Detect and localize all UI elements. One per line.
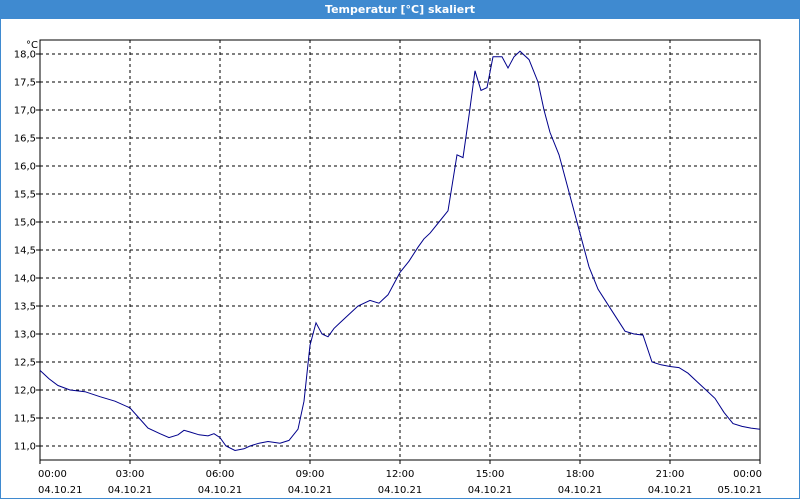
x-tick-date-label: 04.10.21	[468, 485, 513, 496]
grid-lines	[40, 40, 760, 460]
temperature-series-line	[39, 50, 761, 452]
y-tick-label: 18,0	[14, 50, 36, 61]
y-tick-label: 14,0	[14, 274, 36, 285]
x-tick-time-label: 03:00	[116, 469, 145, 480]
y-tick-label: 12,0	[14, 386, 36, 397]
y-tick-label: 12,5	[14, 358, 36, 369]
y-tick-label: 11,5	[14, 414, 36, 425]
x-tick-date-label: 04.10.21	[38, 485, 83, 496]
x-tick-time-label: 00:00	[38, 469, 67, 480]
y-tick-label: 14,5	[14, 246, 36, 257]
x-tick-date-label: 04.10.21	[288, 485, 333, 496]
x-tick-time-label: 12:00	[386, 469, 415, 480]
x-tick-date-label: 05.10.21	[717, 485, 762, 496]
x-tick-time-label: 06:00	[206, 469, 235, 480]
x-tick-time-label: 18:00	[566, 469, 595, 480]
x-axis-ticks: 00:00 04.10.21 03:00 04.10.21 06:00 04.10.21 0…	[38, 460, 762, 496]
y-tick-label: 17,5	[14, 78, 36, 89]
x-tick-date-label: 04.10.21	[198, 485, 243, 496]
y-tick-label: 16,5	[14, 134, 36, 145]
y-axis-unit-label: °C	[26, 40, 38, 51]
y-axis-ticks: 11,0 11,5 12,0 12,5 13,0 13,5 14,0 14,5 15,0 15,5…	[14, 50, 40, 453]
x-tick-time-label: 00:00	[733, 469, 762, 480]
x-tick-time-label: 21:00	[656, 469, 685, 480]
chart-title: Temperatur [°C] skaliert	[0, 0, 800, 19]
x-tick-date-label: 04.10.21	[558, 485, 603, 496]
y-tick-label: 15,5	[14, 190, 36, 201]
x-tick-time-label: 09:00	[296, 469, 325, 480]
y-tick-label: 16,0	[14, 162, 36, 173]
x-tick-date-label: 04.10.21	[108, 485, 153, 496]
y-tick-label: 13,5	[14, 302, 36, 313]
y-tick-label: 17,0	[14, 106, 36, 117]
x-tick-time-label: 15:00	[476, 469, 505, 480]
y-tick-label: 13,0	[14, 330, 36, 341]
y-tick-label: 11,0	[14, 442, 36, 453]
x-tick-date-label: 04.10.21	[648, 485, 693, 496]
y-tick-label: 15,0	[14, 218, 36, 229]
x-tick-date-label: 04.10.21	[378, 485, 423, 496]
